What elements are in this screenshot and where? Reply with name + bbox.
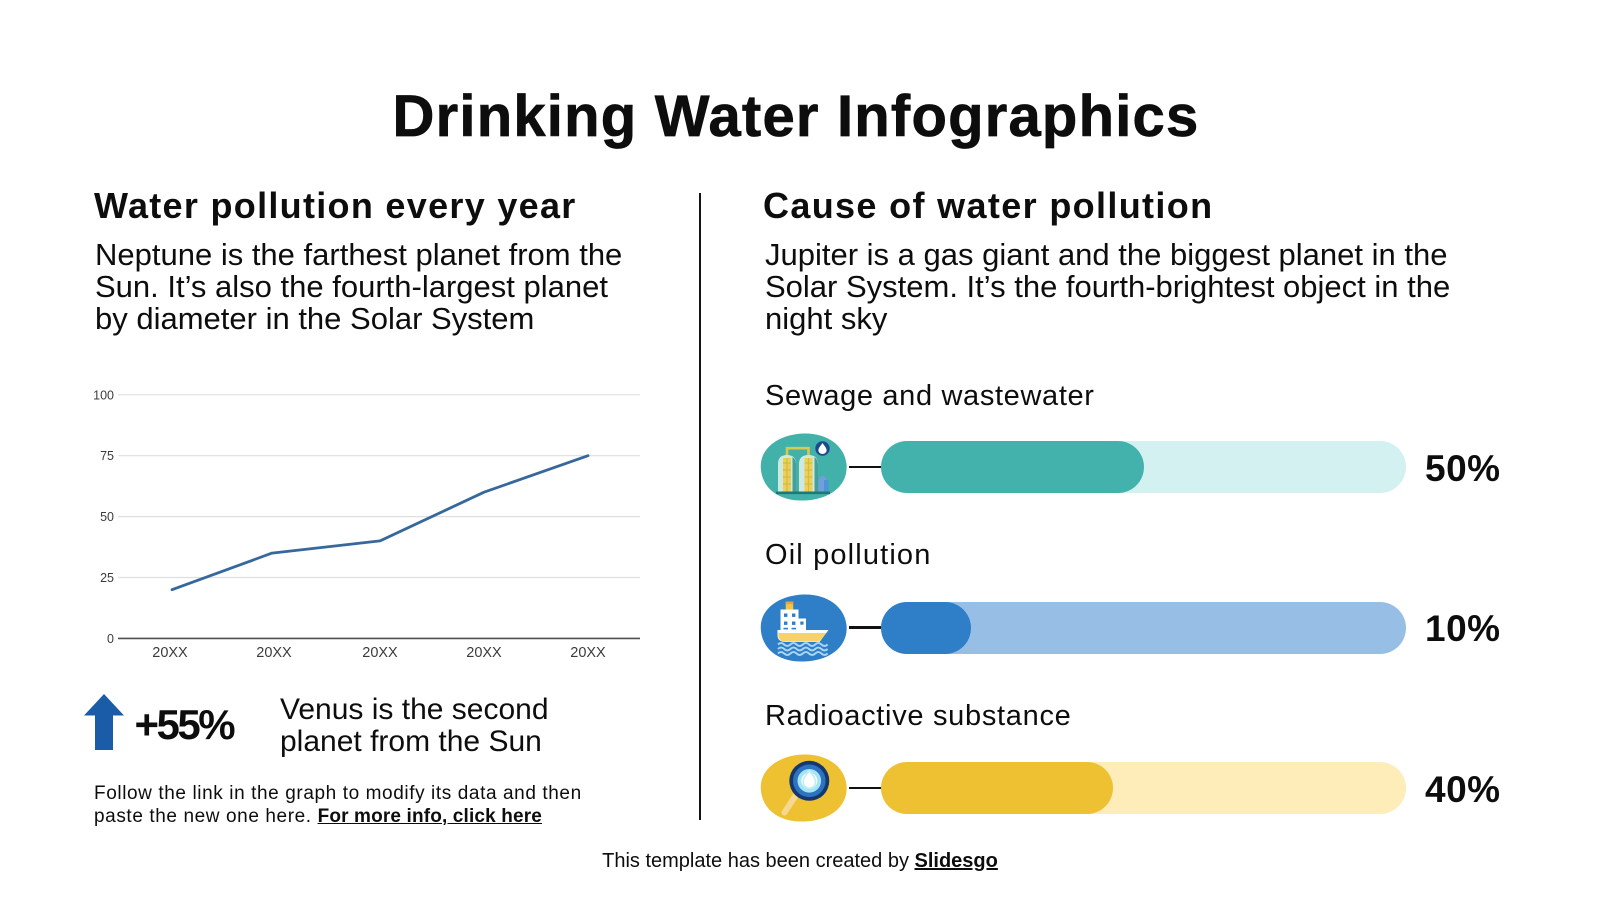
svg-text:75: 75 bbox=[100, 449, 114, 463]
svg-text:20XX: 20XX bbox=[570, 645, 606, 661]
svg-text:20XX: 20XX bbox=[362, 645, 398, 661]
svg-text:50: 50 bbox=[100, 510, 114, 524]
svg-text:20XX: 20XX bbox=[466, 645, 502, 661]
svg-text:20XX: 20XX bbox=[256, 645, 292, 661]
svg-text:100: 100 bbox=[93, 388, 114, 402]
svg-text:0: 0 bbox=[107, 632, 114, 646]
svg-text:25: 25 bbox=[100, 571, 114, 585]
svg-text:20XX: 20XX bbox=[152, 645, 188, 661]
